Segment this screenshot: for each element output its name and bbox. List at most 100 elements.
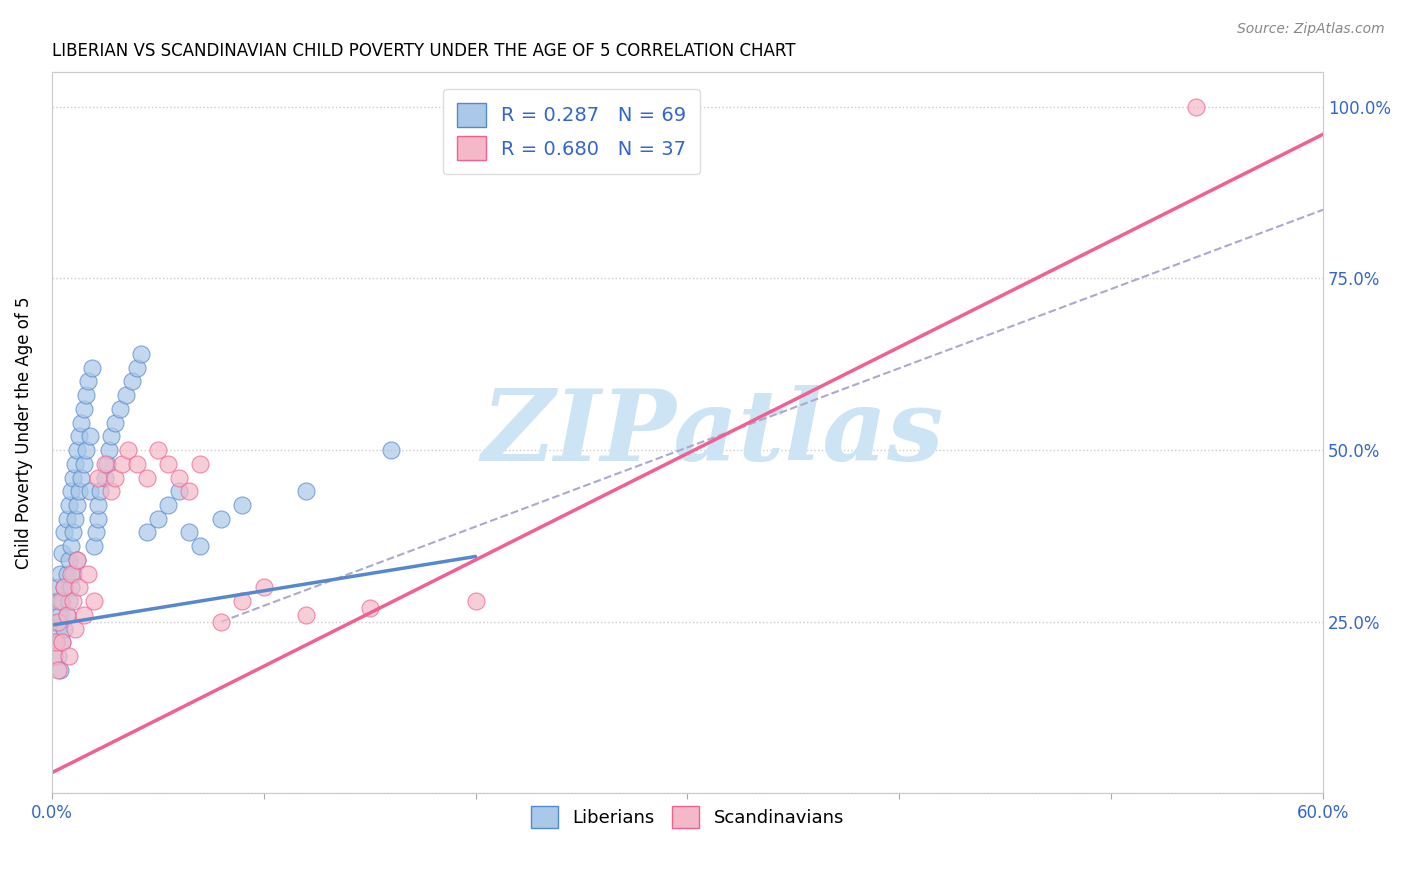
Point [72,457,94,471]
Point [83,539,105,553]
Point [67,580,90,594]
Point [117,443,139,458]
Point [136,470,159,484]
Point [46,615,69,629]
Point [125,457,148,471]
Point [49,566,72,581]
Point [59,566,82,581]
Point [46,648,69,663]
Point [42,615,65,629]
Point [80,360,103,375]
Point [70,470,93,484]
Point [188,457,211,471]
Point [179,484,201,499]
Point [157,498,180,512]
Point [58,553,80,567]
Point [100,429,122,443]
Point [87,470,110,484]
Point [121,375,143,389]
Point [129,347,152,361]
Point [111,457,134,471]
Legend: Liberians, Scandinavians: Liberians, Scandinavians [523,798,852,835]
Point [55,566,77,581]
Point [46,663,69,677]
Point [59,580,82,594]
Point [75,443,97,458]
Point [146,512,169,526]
Point [79,429,101,443]
Point [63,512,86,526]
Point [51,635,73,649]
Point [75,388,97,402]
Point [359,601,381,615]
Point [58,594,80,608]
Point [231,594,253,608]
Point [51,546,73,560]
Point [89,484,111,499]
Point [67,484,90,499]
Point [63,622,86,636]
Point [51,594,73,608]
Point [49,607,72,622]
Point [380,443,402,458]
Point [66,553,89,567]
Point [146,443,169,458]
Point [104,470,127,484]
Point [66,553,89,567]
Point [115,388,138,402]
Point [53,622,76,636]
Point [53,580,76,594]
Point [58,648,80,663]
Point [62,525,84,540]
Point [209,512,232,526]
Text: Source: ZipAtlas.com: Source: ZipAtlas.com [1237,22,1385,37]
Point [55,607,77,622]
Point [45,635,67,649]
Point [51,635,73,649]
Point [59,484,82,499]
Point [84,525,107,540]
Point [72,607,94,622]
Point [62,470,84,484]
Point [59,539,82,553]
Point [46,580,69,594]
Point [66,498,89,512]
Point [63,457,86,471]
Point [157,457,180,471]
Point [96,457,118,471]
Point [93,457,115,471]
Point [70,416,93,430]
Point [55,607,77,622]
Point [46,622,69,636]
Point [188,539,211,553]
Point [42,648,65,663]
Point [93,470,115,484]
Point [76,375,98,389]
Point [125,360,148,375]
Point [209,615,232,629]
Point [167,470,190,484]
Point [45,594,67,608]
Point [108,401,131,416]
Point [58,498,80,512]
Point [97,443,120,458]
Point [295,607,318,622]
Text: LIBERIAN VS SCANDINAVIAN CHILD POVERTY UNDER THE AGE OF 5 CORRELATION CHART: LIBERIAN VS SCANDINAVIAN CHILD POVERTY U… [52,42,796,60]
Point [100,484,122,499]
Text: ZIPatlas: ZIPatlas [482,384,943,481]
Point [295,484,318,499]
Point [104,416,127,430]
Point [1185,100,1208,114]
Point [66,443,89,458]
Point [49,663,72,677]
Point [76,566,98,581]
Point [53,580,76,594]
Point [72,401,94,416]
Point [136,525,159,540]
Point [167,484,190,499]
Point [87,498,110,512]
Point [55,512,77,526]
Y-axis label: Child Poverty Under the Age of 5: Child Poverty Under the Age of 5 [15,297,32,569]
Point [464,594,486,608]
Point [62,594,84,608]
